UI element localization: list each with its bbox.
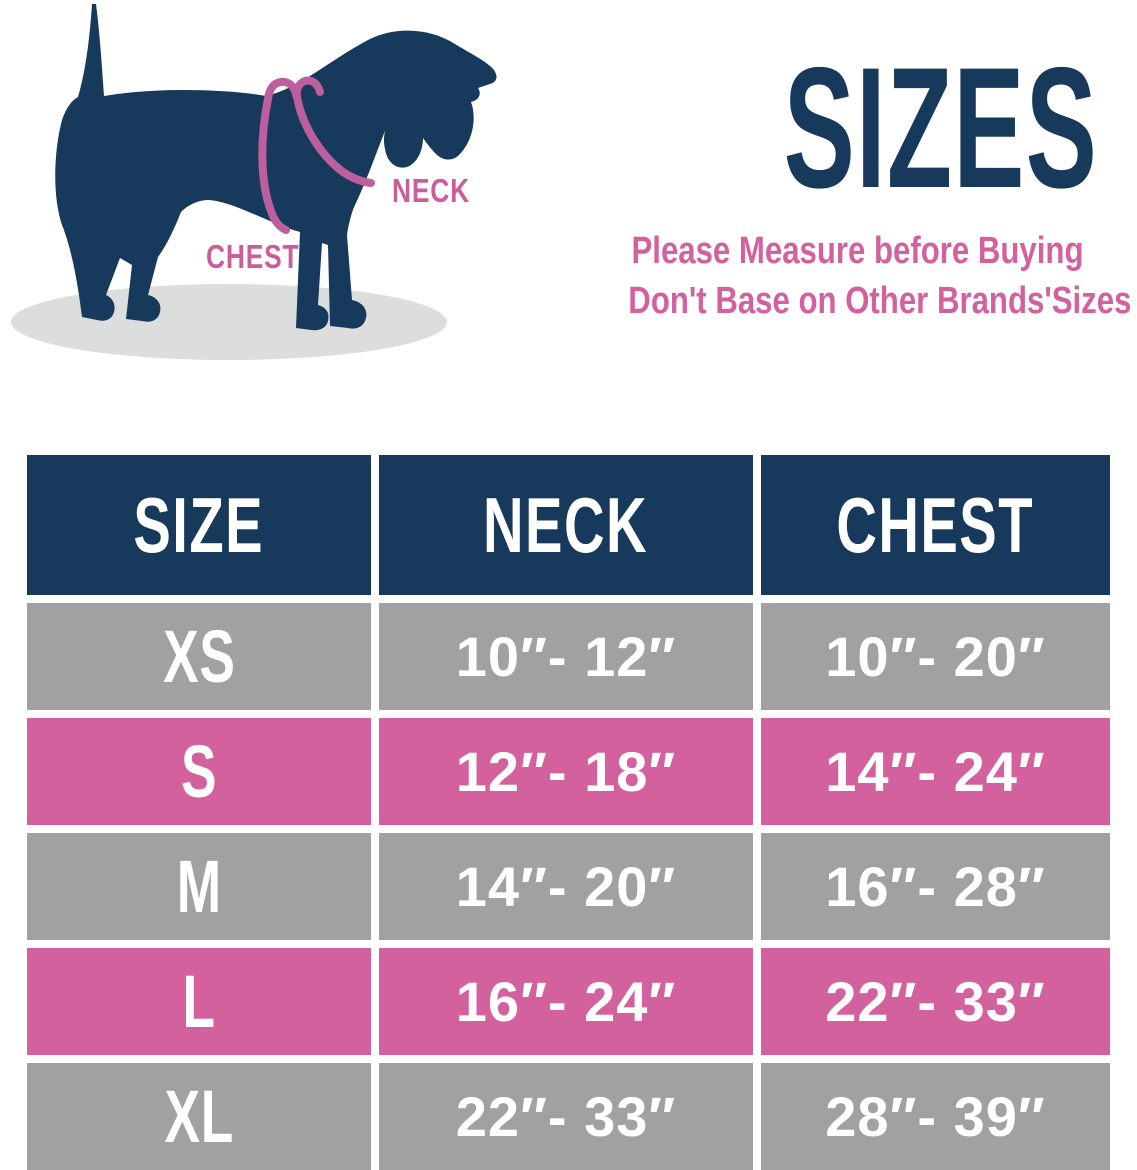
harness-chest-strap xyxy=(258,77,300,234)
row-s-neck-cell: 12″- 18″ xyxy=(379,718,753,825)
dog-silhouette xyxy=(55,4,497,331)
row-xl-neck-cell: 22″- 33″ xyxy=(379,1063,753,1170)
row-xl-size-cell: XL xyxy=(27,1063,371,1170)
chest-measure-label: CHEST xyxy=(206,238,300,275)
row-xs-size-cell: XS xyxy=(27,603,371,710)
row-xs-chest-cell: 10″- 20″ xyxy=(761,603,1110,710)
row-l-chest-cell: 22″- 33″ xyxy=(761,948,1110,1055)
row-xl-chest-cell: 28″- 39″ xyxy=(761,1063,1110,1170)
row-m-size-cell: M xyxy=(27,833,371,940)
row-xs-neck-cell: 10″- 12″ xyxy=(379,603,753,710)
table-header-size: SIZE xyxy=(27,455,371,595)
row-m-neck-cell: 14″- 20″ xyxy=(379,833,753,940)
ground-shadow xyxy=(11,284,447,360)
row-s-chest-cell: 14″- 24″ xyxy=(761,718,1110,825)
row-l-neck-cell: 16″- 24″ xyxy=(379,948,753,1055)
row-m-chest-cell: 16″- 28″ xyxy=(761,833,1110,940)
dog-measurement-diagram: NECK CHEST xyxy=(0,0,520,370)
neck-measure-label: NECK xyxy=(392,172,471,209)
measure-warning-line1: Please Measure before Buying xyxy=(631,230,1084,272)
row-l-size-cell: L xyxy=(27,948,371,1055)
harness-neck-strap xyxy=(292,76,375,187)
page-title: SIZES xyxy=(783,32,1098,224)
measure-warning-line2: Don't Base on Other Brands'Sizes xyxy=(628,280,1132,323)
measure-warning-text: Please Measure before Buying Don't Base … xyxy=(628,226,1132,326)
row-s-size-cell: S xyxy=(27,718,371,825)
table-header-neck: NECK xyxy=(379,455,753,595)
table-header-chest: CHEST xyxy=(761,455,1110,595)
dog-illustration-svg xyxy=(11,4,497,360)
size-table: SIZE NECK CHEST XS 10″- 12″ 10″- 20″ S 1… xyxy=(27,455,1110,1170)
